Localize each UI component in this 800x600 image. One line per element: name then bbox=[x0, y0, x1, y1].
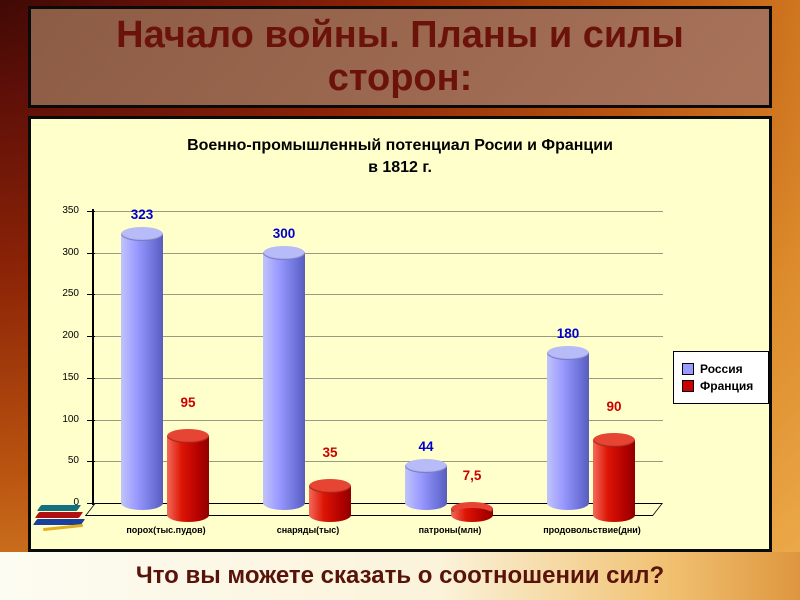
axis-tick bbox=[87, 503, 95, 504]
books-decoration-icon bbox=[32, 493, 99, 533]
y-tick-label: 150 bbox=[62, 371, 79, 383]
bar-france-4 bbox=[593, 432, 635, 523]
slide-title: Начало войны. Планы и силы сторон: bbox=[116, 14, 684, 99]
gridline bbox=[95, 461, 663, 463]
legend-label-france: Франция bbox=[700, 379, 754, 393]
y-tick-label: 250 bbox=[62, 288, 79, 300]
value-label-france-3: 7,5 bbox=[462, 467, 482, 483]
value-label-russia-1: 323 bbox=[130, 206, 154, 222]
bar-russia-3 bbox=[405, 459, 447, 510]
legend-swatch-france bbox=[682, 380, 694, 392]
axis-tick bbox=[87, 461, 95, 463]
y-tick-label: 100 bbox=[62, 413, 79, 425]
bar-russia-1 bbox=[121, 226, 163, 511]
chart-title: Военно-промышленный потенциал Росии и Фр… bbox=[31, 135, 769, 178]
chart-panel: Военно-промышленный потенциал Росии и Фр… bbox=[28, 116, 772, 552]
value-label-russia-4: 180 bbox=[556, 325, 580, 341]
chart-legend: Россия Франция bbox=[673, 351, 769, 404]
legend-swatch-russia bbox=[682, 363, 694, 375]
axis-tick bbox=[87, 252, 95, 254]
axis-tick bbox=[87, 211, 95, 212]
chart-title-line1: Военно-промышленный потенциал Росии и Фр… bbox=[187, 137, 613, 154]
value-label-france-4: 90 bbox=[606, 398, 622, 414]
chart-title-line2: в 1812 г. bbox=[368, 158, 432, 176]
value-label-france-1: 95 bbox=[180, 394, 196, 410]
legend-item-france: Франция bbox=[682, 379, 760, 393]
bar-france-1 bbox=[167, 428, 209, 523]
slide-title-box: Начало войны. Планы и силы сторон: bbox=[28, 6, 772, 108]
question-text: Что вы можете сказать о соотношении сил? bbox=[135, 562, 665, 589]
x-axis-labels: порох(тыс.пудов) снаряды(тыс) патроны(млн)… bbox=[87, 525, 671, 545]
bar-russia-4 bbox=[547, 345, 589, 511]
y-tick-label: 300 bbox=[62, 246, 79, 258]
book-icon bbox=[34, 512, 84, 518]
y-tick-label: 50 bbox=[67, 455, 79, 467]
value-label-russia-3: 44 bbox=[418, 439, 434, 455]
gridline bbox=[95, 419, 663, 421]
legend-item-russia: Россия bbox=[682, 362, 760, 376]
x-tick-label: патроны(млн) bbox=[418, 525, 482, 535]
bar-france-2 bbox=[309, 478, 351, 523]
gridline bbox=[95, 211, 663, 212]
gridline bbox=[95, 252, 663, 254]
value-label-russia-2: 300 bbox=[272, 225, 296, 241]
y-tick-label: 350 bbox=[62, 205, 79, 216]
gridline bbox=[95, 377, 663, 379]
y-tick-label: 0 bbox=[73, 497, 79, 508]
y-axis: 0 50 100 150 200 250 300 350 bbox=[37, 205, 87, 508]
legend-label-russia: Россия bbox=[700, 362, 743, 376]
axis-tick bbox=[87, 336, 95, 338]
bar-france-3 bbox=[451, 501, 493, 523]
value-label-france-2: 35 bbox=[322, 444, 338, 460]
plot-area: 323 300 44 180 95 35 7,5 90 bbox=[87, 207, 663, 523]
bar-russia-2 bbox=[263, 245, 305, 511]
y-tick-label: 200 bbox=[62, 330, 79, 342]
gridline bbox=[95, 294, 663, 296]
x-tick-label: продовольствие(дни) bbox=[543, 525, 641, 535]
y-axis-line bbox=[92, 209, 94, 505]
axis-tick bbox=[87, 419, 95, 421]
x-tick-label: снаряды(тыс) bbox=[276, 525, 340, 535]
gridline bbox=[95, 336, 663, 338]
x-tick-label: порох(тыс.пудов) bbox=[126, 525, 206, 535]
axis-tick bbox=[87, 377, 95, 379]
axis-tick bbox=[87, 294, 95, 296]
book-icon bbox=[36, 505, 82, 511]
question-bar: Что вы можете сказать о соотношении сил? bbox=[0, 552, 800, 600]
